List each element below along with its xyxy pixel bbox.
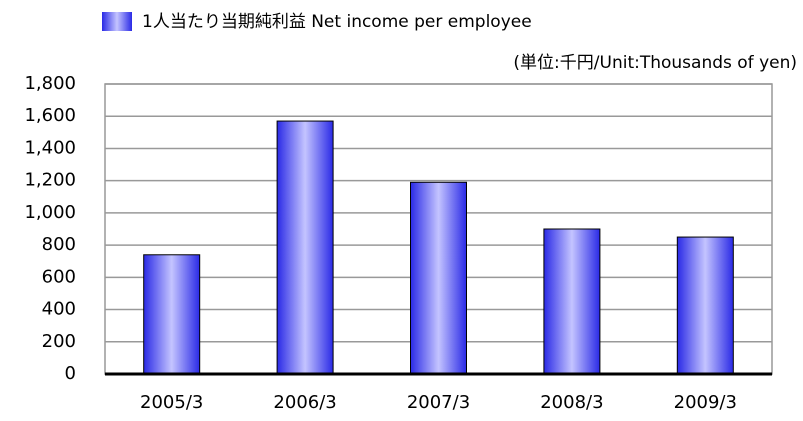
y-tick-label: 1,200 <box>24 170 76 191</box>
y-tick-label: 800 <box>42 234 76 255</box>
x-tick-label: 2008/3 <box>540 392 603 413</box>
y-tick-label: 400 <box>42 299 76 320</box>
y-tick-label: 1,600 <box>24 105 76 126</box>
x-tick-label: 2005/3 <box>140 392 203 413</box>
x-tick-label: 2009/3 <box>674 392 737 413</box>
y-tick-label: 0 <box>65 363 76 384</box>
y-tick-label: 200 <box>42 331 76 352</box>
legend-label: 1人当たり当期純利益 Net income per employee <box>142 12 532 32</box>
bar <box>143 254 201 375</box>
y-tick-label: 1,800 <box>24 73 76 94</box>
x-tick-label: 2006/3 <box>273 392 336 413</box>
y-tick-label: 1,400 <box>24 137 76 158</box>
bar <box>676 236 734 375</box>
unit-label: (単位:千円/Unit:Thousands of yen) <box>513 53 797 73</box>
bar <box>276 120 334 375</box>
y-tick-label: 1,000 <box>24 202 76 223</box>
legend-swatch <box>102 12 132 31</box>
x-tick-label: 2007/3 <box>407 392 470 413</box>
bar <box>543 228 601 375</box>
y-tick-label: 600 <box>42 266 76 287</box>
bar <box>410 181 467 375</box>
